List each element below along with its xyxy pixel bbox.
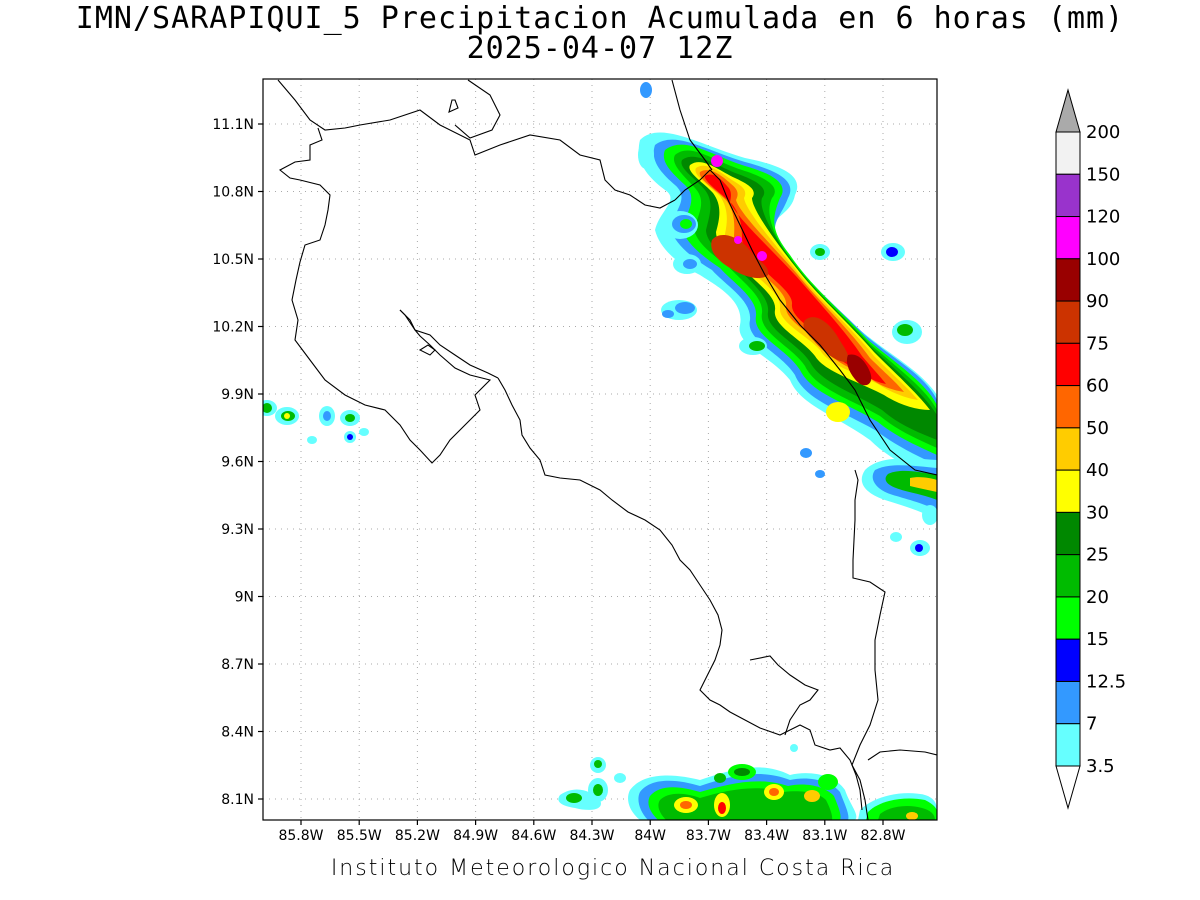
colorbar-label: 40 [1086, 460, 1109, 481]
coast-osa-peninsula [749, 655, 819, 736]
colorbar-over-triangle [1055, 88, 1081, 133]
colorbar-swatch [1055, 427, 1081, 471]
border-panama [851, 469, 886, 820]
lon-tick-label: 84W [634, 828, 666, 844]
coast-pacific-central [497, 377, 863, 811]
colorbar-swatch [1055, 173, 1081, 218]
colorbar-label: 100 [1086, 249, 1120, 270]
colorbar-label: 120 [1086, 207, 1120, 228]
coast-pacific-north [279, 127, 492, 464]
colorbar-label: 30 [1086, 502, 1109, 523]
coastline-borders [277, 79, 937, 820]
lat-tick-label: 11.1N [212, 117, 254, 133]
lat-tick-label: 10.5N [212, 252, 254, 268]
lon-tick-label: 85.5W [337, 828, 382, 844]
colorbar-swatch [1055, 680, 1081, 725]
colorbar-label: 200 [1086, 122, 1120, 143]
lat-tick-label: 8.1N [221, 792, 254, 808]
colorbar-swatch [1055, 554, 1081, 598]
precip-cells-scattered-ne [638, 82, 937, 556]
lat-tick-label: 8.7N [221, 657, 254, 673]
colorbar-label: 3.5 [1086, 756, 1115, 777]
longitude-labels: 85.8W 85.5W 85.2W 84.9W 84.6W 84.3W 84W 83.7W 83… [278, 820, 906, 844]
colorbar-swatch [1055, 596, 1081, 640]
map-subtitle-date: 2025-04-07 12Z [466, 31, 734, 66]
colorbar-swatch [1055, 258, 1081, 302]
coast-island [418, 344, 436, 356]
colorbar-label: 50 [1086, 418, 1109, 439]
colorbar-under-triangle [1055, 765, 1081, 810]
colorbar-label: 90 [1086, 291, 1109, 312]
precipitation-field [263, 82, 937, 820]
colorbar-label: 25 [1086, 545, 1109, 566]
coast-nicaragua-lake-shore [277, 79, 676, 209]
colorbar-swatch [1055, 342, 1081, 387]
lat-tick-label: 10.8N [212, 185, 254, 201]
colorbar-legend: 200 150 120 100 90 75 60 50 40 30 25 20 15 12.5 7 3.5 [1055, 88, 1126, 810]
lat-tick-label: 9.9N [221, 387, 254, 403]
latitude-labels: 11.1N 10.8N 10.5N 10.2N 9.9N 9.6N 9.3N 9N 8.7N 8.… [212, 117, 263, 808]
colorbar-swatch [1055, 638, 1081, 682]
colorbar-label: 75 [1086, 333, 1109, 354]
lat-lon-grid [263, 79, 937, 820]
colorbar-swatch [1055, 469, 1081, 513]
lon-tick-label: 83.1W [802, 828, 847, 844]
lat-tick-label: 9.6N [221, 455, 254, 471]
lat-tick-label: 10.2N [212, 320, 254, 336]
colorbar-label: 20 [1086, 587, 1109, 608]
border-nicaragua [671, 79, 713, 171]
colorbar-swatch [1055, 385, 1081, 429]
coast-panama-south [867, 749, 937, 761]
precip-band-caribbean-north [638, 132, 937, 480]
colorbar-swatch [1055, 723, 1081, 767]
precip-cells-pacific-west [263, 400, 369, 444]
precip-lobe-limon [861, 458, 937, 520]
colorbar-label: 60 [1086, 376, 1109, 397]
lat-tick-label: 9N [235, 590, 254, 606]
colorbar-swatch [1055, 300, 1081, 344]
colorbar-label: 7 [1086, 714, 1097, 735]
precip-cells-south [558, 744, 937, 820]
lat-tick-label: 8.4N [221, 725, 254, 741]
map-title: IMN/SARAPIQUI_5 Precipitacion Acumulada … [75, 1, 1125, 36]
colorbar-swatch [1055, 216, 1081, 260]
colorbar-label: 15 [1086, 629, 1109, 650]
lon-tick-label: 84.6W [511, 828, 556, 844]
credit-text: Instituto Meteorologico Nacional Costa R… [330, 856, 896, 881]
lon-tick-label: 83.7W [686, 828, 731, 844]
lon-tick-label: 85.8W [278, 828, 323, 844]
coast-nicoya-gulf [399, 309, 499, 379]
lon-tick-label: 84.9W [453, 828, 498, 844]
coast-north-lake [454, 79, 501, 139]
lon-tick-label: 82.8W [860, 828, 905, 844]
lat-tick-label: 9.3N [221, 522, 254, 538]
plot-frame [262, 78, 938, 821]
colorbar-label: 12.5 [1086, 671, 1126, 692]
coast-caribbean [674, 169, 937, 476]
lon-tick-label: 84.3W [569, 828, 614, 844]
coast-lake-nicaragua-south [448, 99, 459, 113]
colorbar-swatch [1055, 131, 1081, 175]
colorbar-swatch [1055, 511, 1081, 556]
colorbar-label: 150 [1086, 164, 1120, 185]
lon-tick-label: 83.4W [744, 828, 789, 844]
lon-tick-label: 85.2W [395, 828, 440, 844]
